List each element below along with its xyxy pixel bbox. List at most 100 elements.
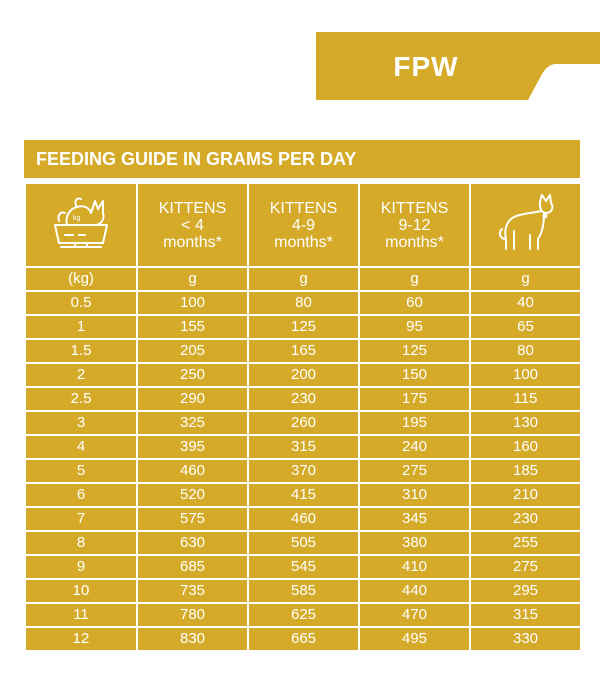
weight-cell: 5 bbox=[24, 458, 138, 484]
kittens-4-9-cell: 80 bbox=[247, 290, 360, 316]
weight-cell: 2 bbox=[24, 362, 138, 388]
weight-cell: 7 bbox=[24, 506, 138, 532]
kittens-4-9-cell: 415 bbox=[247, 482, 360, 508]
weight-cell: 10 bbox=[24, 578, 138, 604]
weight-cell: 2.5 bbox=[24, 386, 138, 412]
adult-cell: 130 bbox=[469, 410, 582, 436]
kittens-under-4-cell: 155 bbox=[136, 314, 249, 340]
unit-cell: g bbox=[136, 266, 249, 292]
weight-cell: 6 bbox=[24, 482, 138, 508]
kittens-9-12-header: KITTENS 9-12 months* bbox=[358, 182, 471, 268]
kittens-4-9-cell: 545 bbox=[247, 554, 360, 580]
adult-cell: 230 bbox=[469, 506, 582, 532]
table-row: 10 735 585 440 295 bbox=[24, 578, 582, 604]
weight-cell: 1.5 bbox=[24, 338, 138, 364]
kittens-4-9-cell: 165 bbox=[247, 338, 360, 364]
kittens-9-12-cell: 175 bbox=[358, 386, 471, 412]
table-row: 1 155 125 95 65 bbox=[24, 314, 582, 340]
adult-cell: 160 bbox=[469, 434, 582, 460]
kittens-4-9-cell: 665 bbox=[247, 626, 360, 652]
kittens-under-4-cell: 290 bbox=[136, 386, 249, 412]
adult-cell: 100 bbox=[469, 362, 582, 388]
svg-text:kg: kg bbox=[73, 215, 81, 222]
unit-cell: g bbox=[247, 266, 360, 292]
adult-cell: 295 bbox=[469, 578, 582, 604]
kittens-under-4-cell: 780 bbox=[136, 602, 249, 628]
adult-cell: 185 bbox=[469, 458, 582, 484]
table-row: 7 575 460 345 230 bbox=[24, 506, 582, 532]
table-header-row: kg KITTENS < 4 months* KITTENS 4-9 month… bbox=[24, 182, 582, 268]
table-row: 9 685 545 410 275 bbox=[24, 554, 582, 580]
kittens-9-12-cell: 150 bbox=[358, 362, 471, 388]
cat-on-scale-icon: kg bbox=[54, 197, 108, 248]
table-row: 6 520 415 310 210 bbox=[24, 482, 582, 508]
weight-cell: 11 bbox=[24, 602, 138, 628]
unit-cell: (kg) bbox=[24, 266, 138, 292]
kittens-4-9-line3: months* bbox=[274, 233, 333, 251]
kittens-9-12-cell: 125 bbox=[358, 338, 471, 364]
kittens-9-12-line3: months* bbox=[385, 233, 444, 251]
kittens-9-12-cell: 410 bbox=[358, 554, 471, 580]
kittens-9-12-cell: 380 bbox=[358, 530, 471, 556]
kittens-9-12-cell: 310 bbox=[358, 482, 471, 508]
kittens-4-9-cell: 125 bbox=[247, 314, 360, 340]
table-row: 1.5 205 165 125 80 bbox=[24, 338, 582, 364]
kittens-4-9-cell: 460 bbox=[247, 506, 360, 532]
guide-title: FEEDING GUIDE IN GRAMS PER DAY bbox=[24, 140, 580, 178]
kittens-9-12-cell: 195 bbox=[358, 410, 471, 436]
table-row: 5 460 370 275 185 bbox=[24, 458, 582, 484]
kittens-under-4-cell: 250 bbox=[136, 362, 249, 388]
weight-cell: 3 bbox=[24, 410, 138, 436]
kittens-9-12-cell: 95 bbox=[358, 314, 471, 340]
kittens-under-4-cell: 325 bbox=[136, 410, 249, 436]
adult-column-header bbox=[469, 182, 582, 268]
table-row: 3 325 260 195 130 bbox=[24, 410, 582, 436]
weight-cell: 12 bbox=[24, 626, 138, 652]
kittens-4-9-line2: 4-9 bbox=[291, 216, 316, 234]
kittens-4-9-header: KITTENS 4-9 months* bbox=[247, 182, 360, 268]
kittens-under-4-cell: 205 bbox=[136, 338, 249, 364]
kittens-9-12-cell: 345 bbox=[358, 506, 471, 532]
unit-cell: g bbox=[469, 266, 582, 292]
adult-cell: 115 bbox=[469, 386, 582, 412]
kittens-4-9-cell: 370 bbox=[247, 458, 360, 484]
adult-cell: 40 bbox=[469, 290, 582, 316]
adult-cell: 315 bbox=[469, 602, 582, 628]
adult-cell: 330 bbox=[469, 626, 582, 652]
kittens-4-9-cell: 505 bbox=[247, 530, 360, 556]
kittens-4-9-cell: 315 bbox=[247, 434, 360, 460]
product-tab-shape bbox=[316, 32, 600, 100]
kittens-under-4-line3: months* bbox=[163, 233, 222, 251]
kittens-under-4-line1: KITTENS bbox=[158, 199, 227, 217]
table-row: 2 250 200 150 100 bbox=[24, 362, 582, 388]
table-row: 2.5 290 230 175 115 bbox=[24, 386, 582, 412]
kittens-under-4-header: KITTENS < 4 months* bbox=[136, 182, 249, 268]
adult-cell: 255 bbox=[469, 530, 582, 556]
kittens-4-9-cell: 260 bbox=[247, 410, 360, 436]
kittens-under-4-cell: 520 bbox=[136, 482, 249, 508]
kittens-under-4-cell: 735 bbox=[136, 578, 249, 604]
kittens-4-9-cell: 625 bbox=[247, 602, 360, 628]
kittens-under-4-cell: 630 bbox=[136, 530, 249, 556]
kittens-4-9-line1: KITTENS bbox=[269, 199, 338, 217]
kittens-9-12-cell: 275 bbox=[358, 458, 471, 484]
weight-cell: 9 bbox=[24, 554, 138, 580]
kittens-9-12-cell: 440 bbox=[358, 578, 471, 604]
unit-cell: g bbox=[358, 266, 471, 292]
feeding-table: kg KITTENS < 4 months* KITTENS 4-9 month… bbox=[24, 182, 582, 652]
product-tab: FPW bbox=[316, 32, 600, 100]
kittens-9-12-line2: 9-12 bbox=[398, 216, 431, 234]
weight-cell: 8 bbox=[24, 530, 138, 556]
kittens-9-12-cell: 495 bbox=[358, 626, 471, 652]
adult-cell: 65 bbox=[469, 314, 582, 340]
weight-cell: 4 bbox=[24, 434, 138, 460]
kittens-9-12-cell: 60 bbox=[358, 290, 471, 316]
weight-column-header: kg bbox=[24, 182, 138, 268]
kittens-under-4-line2: < 4 bbox=[181, 216, 204, 234]
sitting-cat-icon bbox=[498, 194, 553, 250]
kittens-under-4-cell: 575 bbox=[136, 506, 249, 532]
weight-cell: 0.5 bbox=[24, 290, 138, 316]
kittens-4-9-cell: 200 bbox=[247, 362, 360, 388]
table-row: 8 630 505 380 255 bbox=[24, 530, 582, 556]
table-row: 12 830 665 495 330 bbox=[24, 626, 582, 652]
